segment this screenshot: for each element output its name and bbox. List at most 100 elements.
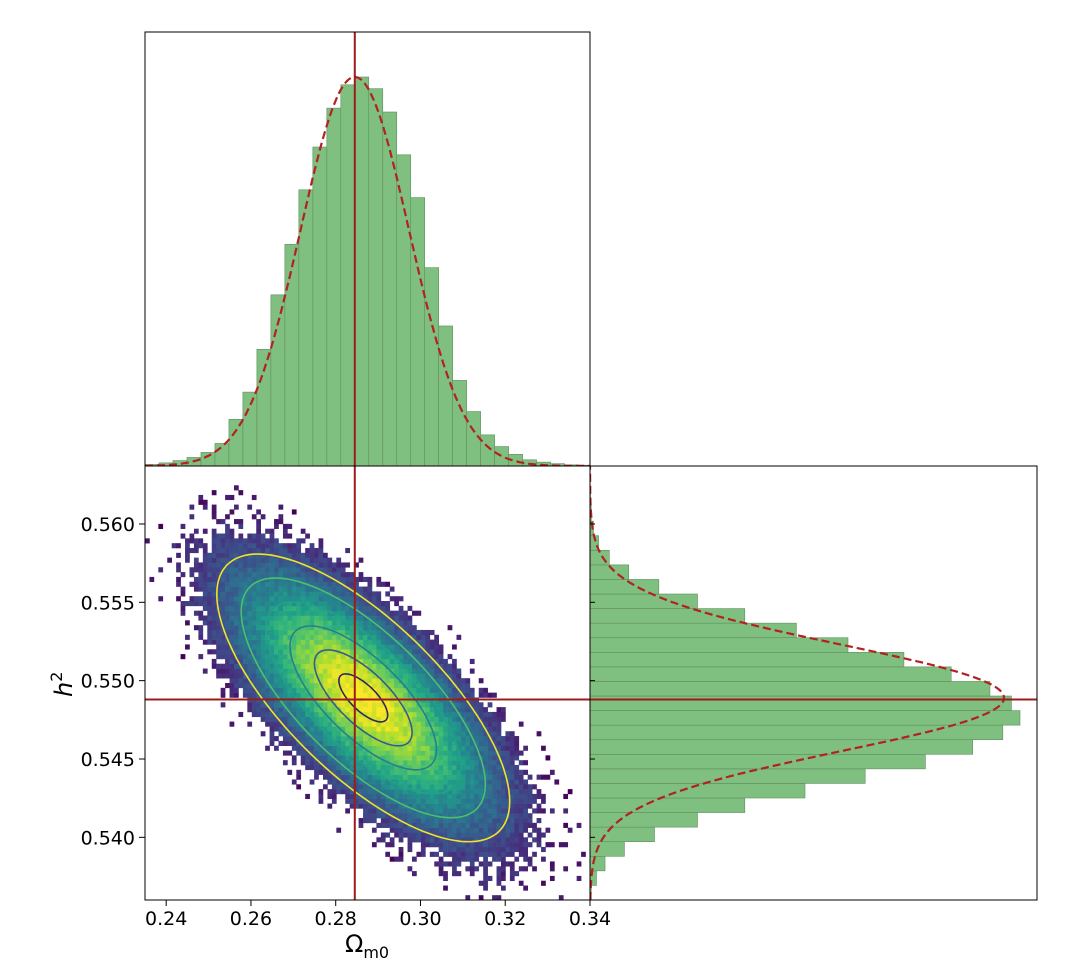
density-cell xyxy=(354,620,359,626)
density-cell xyxy=(438,842,444,848)
density-contour xyxy=(338,673,389,723)
density-cell xyxy=(376,774,382,780)
density-cell xyxy=(309,663,315,669)
density-cell xyxy=(145,538,150,544)
density-cell xyxy=(287,683,293,689)
density-cell xyxy=(193,581,199,587)
density-cell xyxy=(385,721,391,727)
density-cell xyxy=(274,557,279,563)
density-cell xyxy=(176,581,181,587)
density-cell xyxy=(487,702,493,708)
density-cell xyxy=(314,731,319,737)
density-cell xyxy=(269,740,275,746)
density-cell xyxy=(452,851,457,857)
density-cell xyxy=(309,692,315,698)
top-histogram-panel xyxy=(144,31,591,467)
density-contour xyxy=(264,601,462,795)
density-cell xyxy=(429,774,435,780)
density-cell xyxy=(447,654,453,660)
density-cell xyxy=(443,827,448,833)
density-cell xyxy=(376,837,382,843)
density-cell xyxy=(260,658,266,665)
density-cell xyxy=(429,654,435,660)
density-cell xyxy=(180,523,186,529)
density-cell xyxy=(327,736,333,742)
density-cell xyxy=(340,596,346,602)
density-cell xyxy=(403,793,408,800)
density-cell xyxy=(202,528,208,534)
density-cell xyxy=(429,808,435,814)
density-cell xyxy=(407,755,413,761)
density-cell xyxy=(456,721,462,727)
density-cell xyxy=(220,562,226,568)
density-cell xyxy=(420,760,426,766)
density-cell xyxy=(496,760,502,766)
density-cell xyxy=(412,649,417,655)
density-cell xyxy=(296,615,302,621)
x-histogram-bar xyxy=(228,419,244,466)
density-cell xyxy=(349,596,355,602)
density-cell xyxy=(149,576,155,583)
density-cell xyxy=(398,663,404,669)
density-cell xyxy=(407,658,413,665)
density-cell xyxy=(536,803,542,809)
density-cell xyxy=(327,764,333,771)
density-cell xyxy=(367,644,373,650)
density-cell xyxy=(305,721,310,727)
density-cell xyxy=(367,711,373,718)
density-cell xyxy=(434,707,439,713)
density-cell xyxy=(323,557,328,563)
density-cell xyxy=(331,711,337,718)
density-cell xyxy=(385,736,391,742)
density-cell xyxy=(269,634,275,640)
density-cell xyxy=(460,789,466,795)
density-cell xyxy=(327,654,333,660)
density-cell xyxy=(216,620,221,626)
density-cell xyxy=(429,629,435,636)
density-cell xyxy=(291,716,297,722)
density-cell xyxy=(434,808,439,814)
density-cell xyxy=(509,851,515,857)
density-cell xyxy=(207,591,213,597)
density-cell xyxy=(260,596,266,602)
density-cell xyxy=(211,528,217,534)
density-cell xyxy=(336,605,342,611)
density-cell xyxy=(447,716,453,722)
density-cell xyxy=(407,731,413,737)
density-cell xyxy=(238,543,244,549)
density-cell xyxy=(256,523,261,529)
density-cell xyxy=(345,740,350,746)
density-cell xyxy=(358,576,364,583)
density-cell xyxy=(282,605,288,611)
density-cell xyxy=(327,760,333,766)
density-cell xyxy=(452,726,457,732)
density-cell xyxy=(242,615,248,621)
density-cell xyxy=(403,798,408,804)
density-cell xyxy=(492,813,497,819)
density-cell xyxy=(265,663,270,669)
density-cell xyxy=(358,557,364,563)
x-histogram-bar xyxy=(214,443,230,466)
density-cell xyxy=(354,668,359,674)
density-cell xyxy=(327,755,333,761)
density-cell xyxy=(349,620,355,626)
density-cell xyxy=(420,818,426,824)
density-cell xyxy=(309,721,315,727)
density-cell xyxy=(269,610,275,616)
density-cell xyxy=(434,798,439,804)
density-cell xyxy=(371,692,377,698)
density-cell xyxy=(429,779,435,785)
x-fit-curve xyxy=(145,75,590,466)
density-cell xyxy=(238,572,244,578)
density-cell xyxy=(478,707,484,713)
density-cell xyxy=(371,798,377,804)
density-cell xyxy=(309,702,315,708)
density-cell xyxy=(389,842,395,848)
density-cell xyxy=(363,736,368,742)
density-cell xyxy=(296,567,302,573)
density-cell xyxy=(354,731,359,737)
density-cell xyxy=(394,740,399,746)
density-cell xyxy=(340,605,346,611)
density-cell xyxy=(474,760,480,766)
density-cell xyxy=(447,822,453,828)
